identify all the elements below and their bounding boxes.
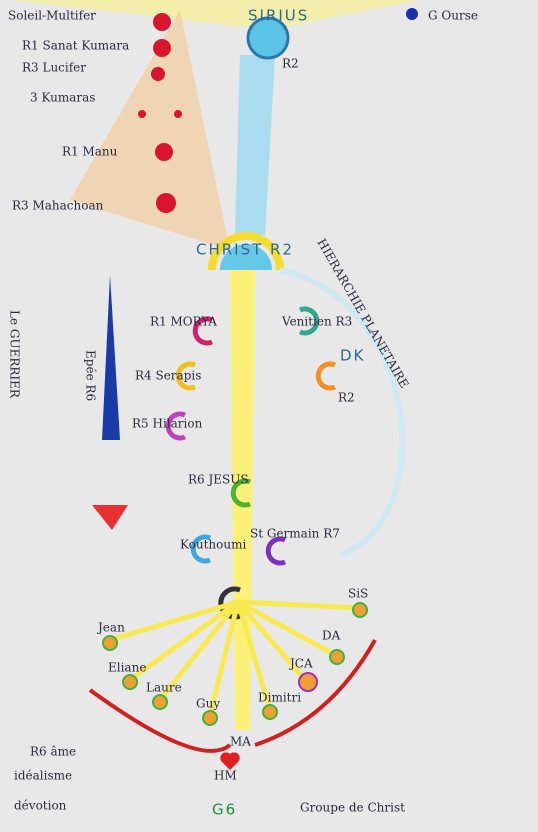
christ-arc: [208, 232, 284, 271]
label: St Germain R7: [250, 527, 340, 541]
label: Groupe de Christ: [300, 801, 405, 815]
label: Le GUERRIER: [8, 310, 22, 399]
label: DA: [322, 629, 341, 643]
label: Dimitri: [258, 691, 301, 705]
christ-arc-inner: [220, 244, 272, 270]
label: Eliane: [108, 661, 146, 675]
sirius-beam: [235, 55, 275, 235]
label: R3 Mahachoan: [12, 199, 104, 213]
label: MA: [230, 735, 251, 749]
label: Laure: [146, 681, 182, 695]
label: SiS: [348, 587, 368, 601]
label: R1 Sanat Kumara: [22, 39, 129, 53]
label: R6 JESUS: [188, 473, 249, 487]
left-arc: [88, 688, 232, 753]
label: DK: [340, 347, 365, 365]
label: G Ourse: [428, 9, 478, 23]
label: R2: [338, 391, 355, 405]
ourse-dot: [406, 8, 418, 20]
members: [102, 602, 368, 726]
sword: [102, 275, 120, 440]
kumara-rays: [70, 10, 230, 250]
label: R5 Hilarion: [132, 417, 203, 431]
label: CHRIST R2: [196, 241, 294, 259]
sirius-rays: [10, 0, 420, 30]
label: Venitien R3: [281, 315, 352, 329]
label: SIRIUS: [248, 7, 309, 25]
label: R1 MORYA: [150, 315, 217, 329]
label: G6: [212, 801, 237, 819]
label: Guy: [196, 697, 220, 711]
label: idéalisme: [14, 769, 72, 783]
label: 3 Kumaras: [30, 91, 95, 105]
sirius-circle: [246, 16, 290, 60]
label: R4 Serapis: [135, 369, 201, 383]
label: R1 Manu: [62, 145, 118, 159]
label: HM: [214, 769, 237, 783]
label: Jean: [96, 621, 125, 635]
right-arc: [254, 639, 377, 747]
label: R6 âme: [30, 745, 76, 759]
label: R2: [282, 57, 299, 71]
sword-hilt: [92, 505, 128, 530]
label: Kouthoumi: [180, 538, 246, 552]
label: R3 Lucifer: [22, 61, 86, 75]
label: Soleil-Multifer: [8, 9, 96, 23]
heart: [220, 752, 240, 770]
group-rays: [109, 599, 361, 716]
hierarchy-arc: [279, 267, 406, 558]
label: dévotion: [14, 799, 67, 813]
kumara-dots: [138, 13, 182, 213]
label: JCA: [288, 657, 313, 671]
label: Epée R6: [84, 350, 98, 401]
